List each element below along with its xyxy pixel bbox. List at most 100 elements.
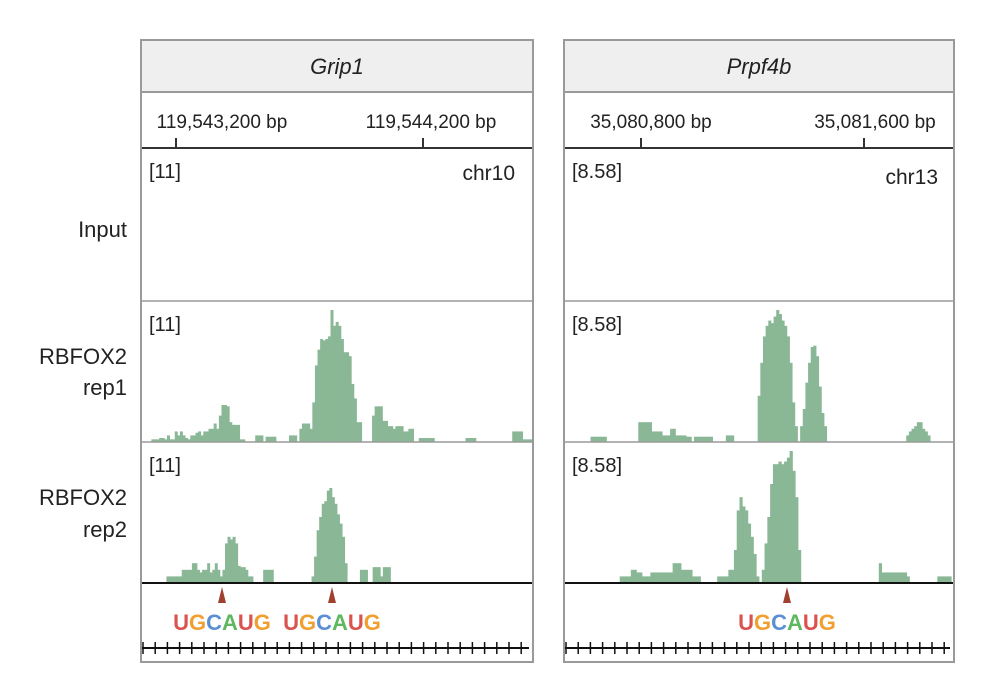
rep2-coverage-bar <box>898 572 902 583</box>
rep2-coverage-bar <box>636 572 640 583</box>
rep2-scale-label: [11] <box>149 455 181 477</box>
rep1-coverage-bar <box>231 424 235 442</box>
rep2-coverage-bar <box>311 576 315 583</box>
rep1-coverage-bar <box>688 436 692 442</box>
rep1-coverage-bar <box>672 428 676 442</box>
rep2-coverage-bar <box>237 565 241 583</box>
rep1-coverage-bar <box>598 436 602 442</box>
rep1-coverage-bar <box>190 435 194 442</box>
rep1-coverage-bar <box>922 428 926 442</box>
rep1-coverage-bar <box>813 345 817 442</box>
rep2-coverage-bar <box>937 576 941 583</box>
rep1-coverage-bar <box>320 339 324 442</box>
rep1-coverage-bar <box>418 438 422 442</box>
chromosome-label: chr10 <box>462 162 515 185</box>
rep1-coverage-bar <box>659 431 663 442</box>
rep1-coverage-bar <box>216 428 220 442</box>
rep1-coverage-bar <box>195 432 199 442</box>
rep2-coverage-bar <box>199 572 203 583</box>
rep1-coverage-bar <box>270 436 274 442</box>
rep1-coverage-bar <box>640 422 644 442</box>
rep1-coverage-bar <box>638 422 642 442</box>
rep2-coverage-bar <box>717 576 721 583</box>
rep2-coverage-bar <box>887 572 891 583</box>
rep1-coverage-bar <box>359 422 363 442</box>
row-label-rep1-line1: RBFOX2 <box>39 344 127 369</box>
rep1-coverage-bar <box>704 436 708 442</box>
rep2-coverage-bar <box>268 569 272 583</box>
rep2-coverage-bar <box>772 464 777 583</box>
rep2-coverage-track <box>619 451 952 583</box>
rep1-coverage-bar <box>333 325 337 442</box>
rep2-coverage-bar <box>750 536 754 583</box>
rep2-coverage-bar <box>181 569 185 583</box>
rep1-coverage-bar <box>590 436 594 442</box>
rep1-coverage-bar <box>239 439 243 442</box>
rep1-coverage-bar <box>810 346 814 442</box>
rep2-coverage-bar <box>653 572 657 583</box>
rep1-coverage-bar <box>172 439 176 442</box>
rep1-coverage-bar <box>255 435 259 442</box>
rep1-coverage-bar <box>403 431 407 442</box>
rep2-coverage-bar <box>214 563 218 583</box>
rep1-coverage-bar <box>343 352 347 442</box>
rep2-coverage-bar <box>184 569 188 583</box>
rep1-coverage-bar <box>203 431 207 442</box>
rep1-coverage-bar <box>701 436 706 442</box>
rep2-coverage-bar <box>191 563 195 583</box>
rep2-coverage-bar <box>901 572 905 583</box>
rep2-coverage-bar <box>736 510 740 583</box>
rep1-coverage-bar <box>335 321 339 442</box>
rep2-coverage-bar <box>742 506 746 583</box>
rep1-coverage-bar <box>211 428 215 442</box>
rep1-coverage-bar <box>221 405 225 442</box>
rep2-coverage-bar <box>189 569 193 583</box>
rep1-coverage-bar <box>699 436 703 442</box>
rep2-coverage-bar <box>321 503 325 583</box>
rep1-coverage-bar <box>174 431 178 442</box>
rep2-coverage-bar <box>728 569 732 583</box>
rep2-coverage-bar <box>222 569 226 583</box>
rep2-coverage-bar <box>380 576 384 583</box>
motif-site-marker <box>328 587 336 603</box>
rep1-coverage-bar <box>784 325 788 442</box>
rep1-coverage-bar <box>325 339 329 442</box>
rep2-coverage-bar <box>331 497 335 583</box>
rep2-coverage-bar <box>319 517 323 583</box>
rep1-coverage-bar <box>728 435 732 442</box>
rep1-coverage-bar <box>816 356 820 442</box>
rep1-coverage-bar <box>911 428 915 442</box>
rep1-coverage-bar <box>465 438 469 442</box>
rep1-coverage-bar <box>224 405 228 442</box>
rep1-coverage-bar <box>654 431 658 442</box>
rep2-coverage-bar <box>207 563 211 583</box>
rep1-coverage-bar <box>662 435 666 442</box>
rep1-coverage-bar <box>431 438 435 442</box>
rep2-coverage-bar <box>202 569 206 583</box>
rep1-coverage-bar <box>423 438 427 442</box>
rep2-coverage-bar <box>639 572 643 583</box>
rep2-coverage-bar <box>764 543 768 583</box>
rep2-coverage-bar <box>692 576 696 583</box>
rep1-coverage-bar <box>179 431 183 442</box>
rep2-coverage-bar <box>362 569 366 583</box>
panel-border <box>140 39 534 663</box>
rep1-coverage-bar <box>800 426 804 442</box>
rep2-coverage-bar <box>227 536 231 583</box>
rep1-coverage-bar <box>429 438 433 442</box>
rep1-coverage-bar <box>169 439 173 442</box>
motif-annotations: UGCAUG <box>738 587 836 635</box>
rep1-coverage-bar <box>643 422 647 442</box>
rep2-coverage-bar <box>250 576 254 583</box>
rep1-coverage-bar <box>595 436 599 442</box>
rep2-coverage-bar <box>337 514 340 583</box>
rep2-coverage-bar <box>784 461 788 583</box>
rep2-coverage-bar <box>786 457 791 583</box>
rep2-coverage-bar <box>892 572 896 583</box>
rep2-coverage-bar <box>235 543 239 583</box>
coord-label-left: 35,080,800 bp <box>590 112 712 133</box>
rep2-coverage-bar <box>219 576 223 583</box>
rep1-coverage-bar <box>648 422 652 442</box>
rep2-coverage-bar <box>242 567 246 583</box>
rep1-coverage-bar <box>593 436 597 442</box>
